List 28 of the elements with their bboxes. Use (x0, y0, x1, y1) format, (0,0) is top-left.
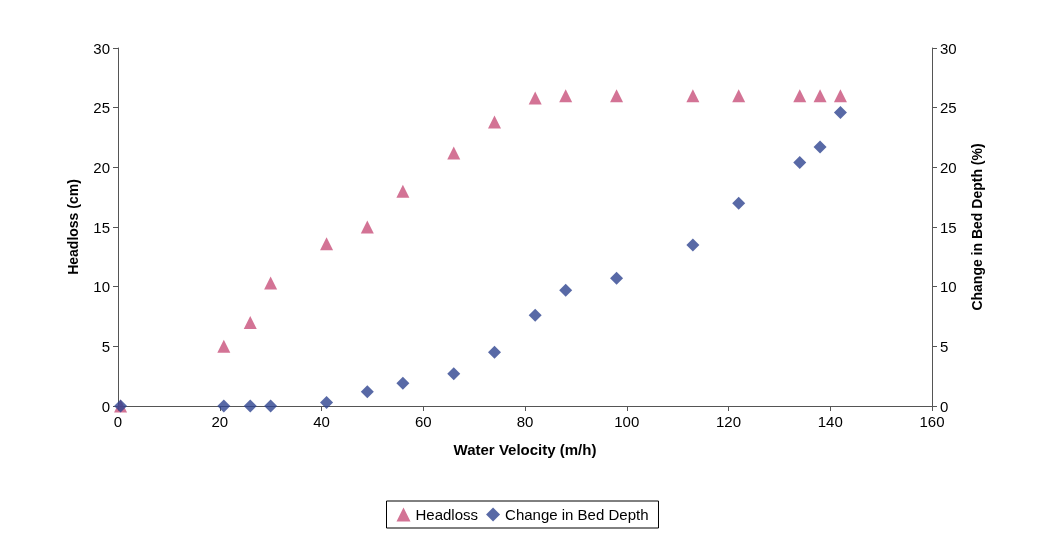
x-tick-label: 140 (817, 413, 843, 430)
y2-tick-label: 20 (940, 158, 957, 176)
y2-tick-label: 15 (940, 218, 957, 236)
legend-label: Headloss (415, 506, 479, 523)
legend-label: Change in Bed Depth (505, 506, 649, 523)
y-tick-label: 10 (93, 278, 110, 296)
y-tick-label: 5 (101, 337, 110, 355)
x-axis-title: Water Velocity (m/h) (453, 441, 597, 458)
x-tick-label: 60 (414, 413, 432, 430)
x-tick-label: 120 (715, 413, 742, 430)
y2-axis-title: Change in Bed Depth (%) (969, 143, 985, 311)
y-axis-title: Headloss (cm) (65, 179, 81, 275)
x-tick-label: 20 (211, 413, 229, 430)
x-tick-label: 80 (516, 413, 534, 430)
x-tick-label: 40 (313, 413, 330, 430)
y2-tick-label: 10 (940, 278, 957, 296)
y-tick-label: 15 (93, 218, 110, 236)
x-tick-label: 100 (614, 413, 640, 430)
y-tick-label: 20 (93, 158, 110, 176)
y-tick-label: 30 (93, 39, 110, 57)
y2-tick-label: 0 (940, 397, 949, 415)
y2-tick-label: 25 (940, 99, 957, 117)
x-tick-label: 160 (919, 413, 945, 430)
y-tick-label: 0 (101, 397, 110, 415)
y2-tick-label: 30 (940, 39, 957, 57)
y-tick-label: 25 (93, 99, 110, 117)
y2-tick-label: 5 (940, 337, 949, 355)
x-tick-label: 0 (113, 413, 123, 430)
